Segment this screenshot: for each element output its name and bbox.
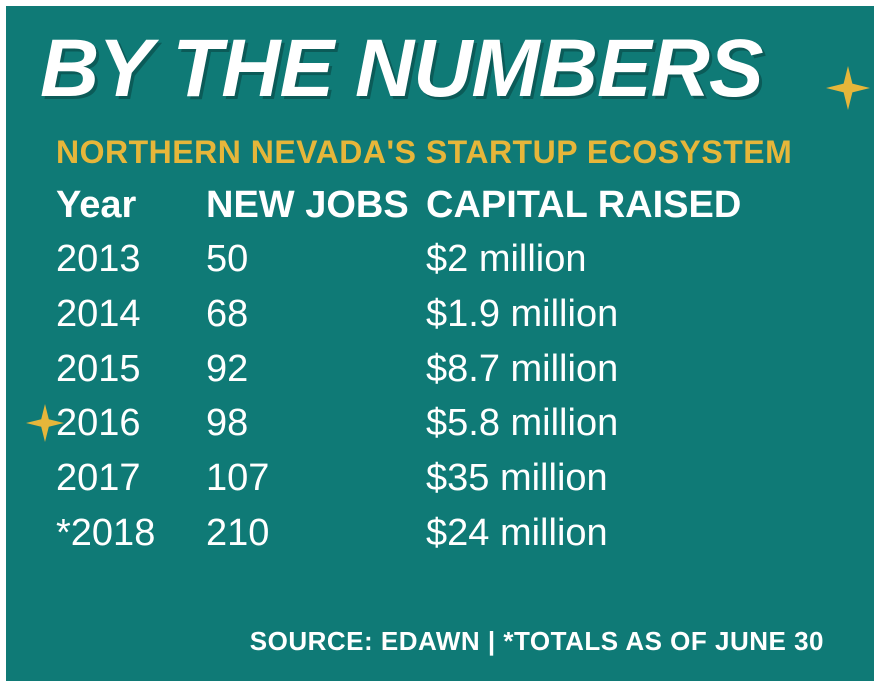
col-header-capital: CAPITAL RAISED [426,184,836,227]
cell-year: 2014 [56,292,206,337]
source-footer: SOURCE: EDAWN | *TOTALS AS OF JUNE 30 [250,626,824,657]
table-header: Year NEW JOBS CAPITAL RAISED [56,184,836,227]
table-row: 2014 68 $1.9 million [56,292,836,337]
table-row: *2018 210 $24 million [56,511,836,556]
infographic-panel: BY THE NUMBERS NORTHERN NEVADA'S STARTUP… [6,6,874,681]
cell-year: *2018 [56,511,206,556]
cell-capital: $8.7 million [426,347,836,392]
cell-year: 2017 [56,456,206,501]
data-table: Year NEW JOBS CAPITAL RAISED 2013 50 $2 … [56,184,836,566]
col-header-jobs: NEW JOBS [206,184,426,227]
cell-capital: $24 million [426,511,836,556]
table-row: 2013 50 $2 million [56,237,836,282]
cell-capital: $5.8 million [426,401,836,446]
cell-jobs: 107 [206,456,426,501]
sparkle-icon [826,66,870,110]
cell-year: 2015 [56,347,206,392]
cell-capital: $35 million [426,456,836,501]
cell-jobs: 210 [206,511,426,556]
heading: BY THE NUMBERS [40,28,763,110]
cell-capital: $1.9 million [426,292,836,337]
cell-year: 2013 [56,237,206,282]
cell-capital: $2 million [426,237,836,282]
table-row: 2016 98 $5.8 million [56,401,836,446]
table-row: 2015 92 $8.7 million [56,347,836,392]
col-header-year: Year [56,184,206,227]
cell-jobs: 50 [206,237,426,282]
cell-jobs: 68 [206,292,426,337]
subheading: NORTHERN NEVADA'S STARTUP ECOSYSTEM [56,134,792,171]
table-row: 2017 107 $35 million [56,456,836,501]
cell-year: 2016 [56,401,206,446]
cell-jobs: 98 [206,401,426,446]
cell-jobs: 92 [206,347,426,392]
